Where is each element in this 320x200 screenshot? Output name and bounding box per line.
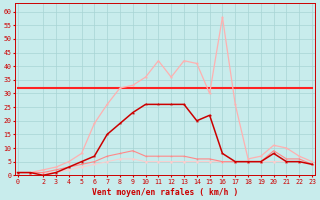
X-axis label: Vent moyen/en rafales ( km/h ): Vent moyen/en rafales ( km/h ) [92, 188, 238, 197]
